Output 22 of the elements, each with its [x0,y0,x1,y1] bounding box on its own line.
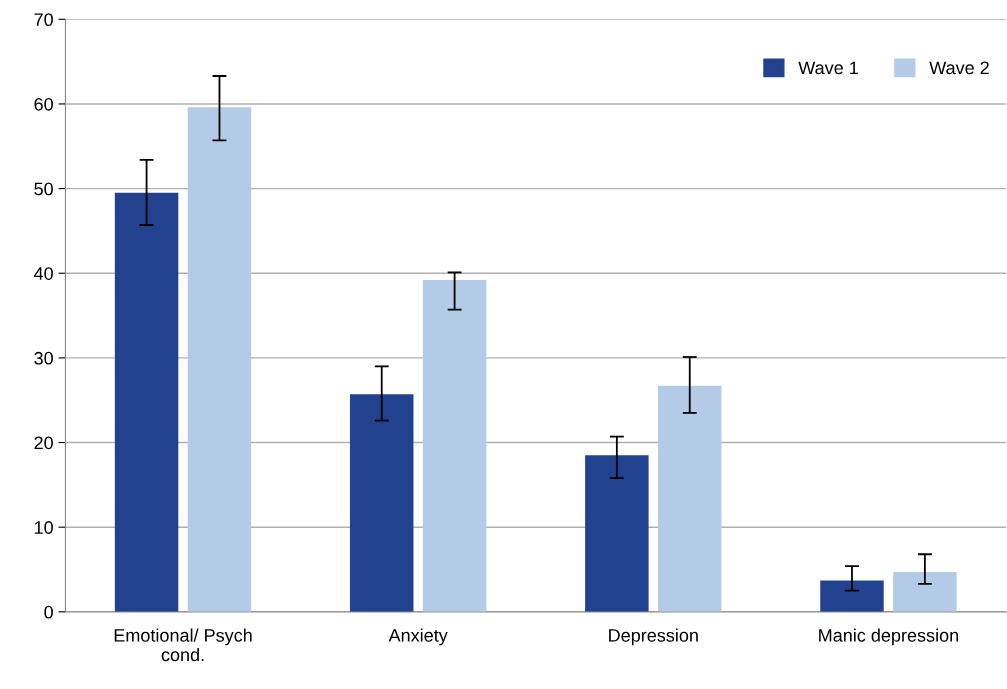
x-tick-label: Emotional/ Psych cond. [114,628,252,662]
bar [422,280,487,612]
bar [820,580,884,612]
y-tick-label: 10 [34,521,53,534]
y-tick-label: 70 [34,13,53,27]
bar [585,455,649,612]
y-tick-label: 60 [34,97,53,111]
bar [114,192,179,612]
y-tick-label: 50 [34,182,53,196]
bar [893,572,957,612]
x-tick-label: Anxiety [388,628,448,646]
bar [657,385,722,612]
y-tick-label: 30 [34,351,53,365]
legend-label: Wave 2 [929,61,989,75]
x-tick-label: Manic depression [819,628,959,646]
x-tick-label: Depression [609,628,698,646]
y-tick-label: 40 [33,267,53,280]
y-tick-label: 0 [44,605,53,619]
legend-label: Wave 1 [798,61,858,75]
bar [187,107,252,612]
bar [349,394,414,612]
y-tick-label: 20 [34,436,53,450]
